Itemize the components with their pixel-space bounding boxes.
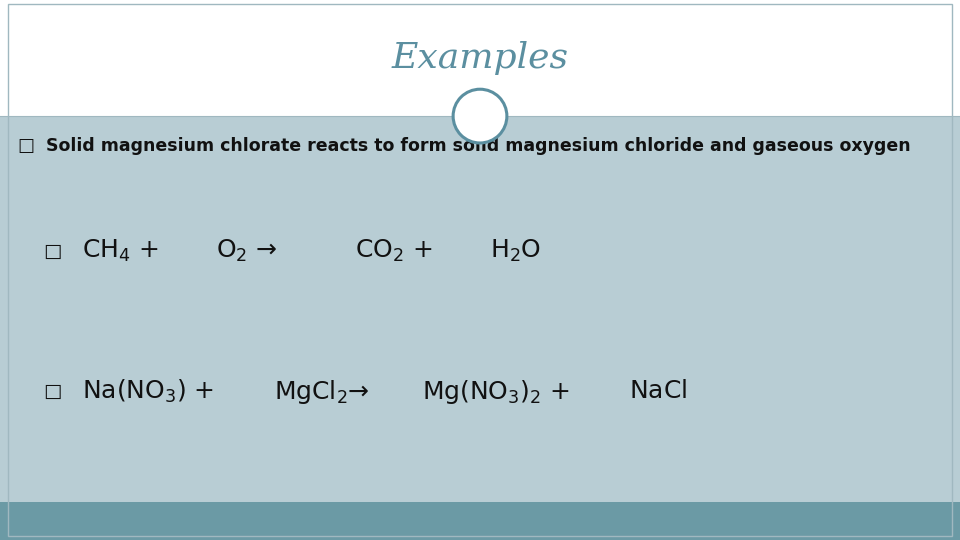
Text: Solid magnesium chlorate reacts to form solid magnesium chloride and gaseous oxy: Solid magnesium chlorate reacts to form … bbox=[46, 137, 911, 155]
Text: □: □ bbox=[17, 137, 35, 155]
Ellipse shape bbox=[453, 89, 507, 143]
Bar bbox=[0, 116, 960, 502]
Text: $\mathregular{CH_4}$ +: $\mathregular{CH_4}$ + bbox=[82, 238, 158, 264]
Text: Examples: Examples bbox=[392, 41, 568, 75]
Text: $\mathregular{H_2O}$: $\mathregular{H_2O}$ bbox=[490, 238, 540, 264]
Text: $\mathregular{MgCl_2}$→: $\mathregular{MgCl_2}$→ bbox=[274, 377, 370, 406]
Text: $\mathregular{CO_2}$ +: $\mathregular{CO_2}$ + bbox=[355, 238, 433, 264]
Text: $\mathregular{Na(NO_3)}$ +: $\mathregular{Na(NO_3)}$ + bbox=[82, 378, 214, 405]
Bar bbox=[0, 502, 960, 540]
Text: $\mathregular{NaCl}$: $\mathregular{NaCl}$ bbox=[629, 380, 687, 403]
Text: □: □ bbox=[43, 382, 61, 401]
Text: $\mathregular{Mg(NO_3)_2}$ +: $\mathregular{Mg(NO_3)_2}$ + bbox=[422, 377, 570, 406]
Bar bbox=[0, 0, 960, 116]
Text: □: □ bbox=[43, 241, 61, 261]
Text: $\mathregular{O_2}$ →: $\mathregular{O_2}$ → bbox=[216, 238, 277, 264]
